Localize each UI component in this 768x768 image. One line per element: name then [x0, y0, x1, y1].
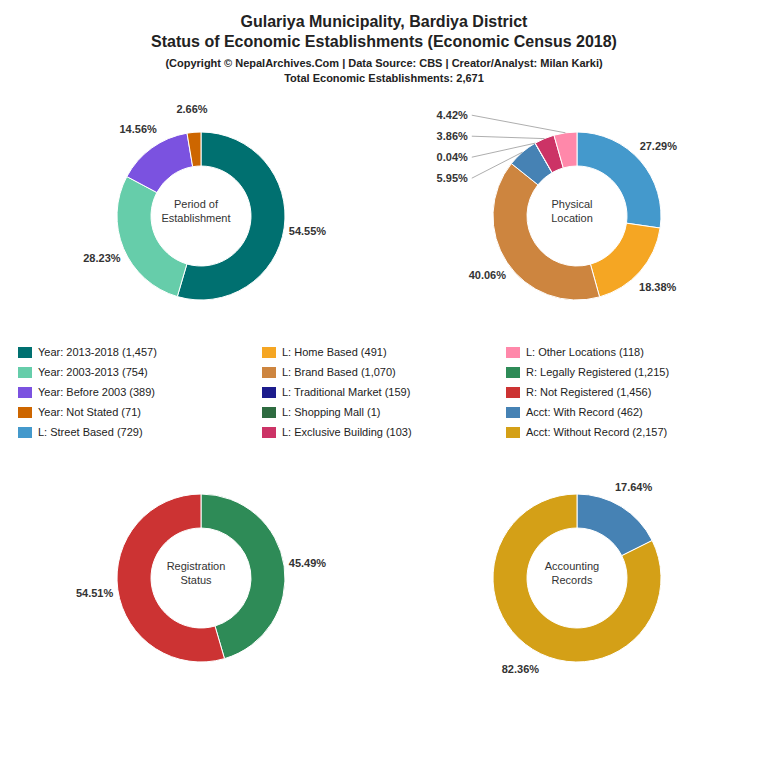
svg-text:54.55%: 54.55%	[289, 225, 327, 237]
html-text:L: Street Based (729): L: Street Based (729)	[38, 426, 143, 438]
svg-text:2.66%: 2.66%	[176, 103, 207, 115]
svg-text:3.86%: 3.86%	[437, 130, 468, 142]
svg-text:40.06%: 40.06%	[469, 269, 507, 281]
html-text:R: Not Registered (1,456): R: Not Registered (1,456)	[526, 386, 652, 398]
html-text:Acct: With Record (462): Acct: With Record (462)	[526, 406, 643, 418]
html-text:L: Other Locations (118): L: Other Locations (118)	[526, 346, 644, 358]
html-text:Registration Status: Registration Status	[166, 560, 226, 586]
svg-text:18.38%: 18.38%	[639, 281, 677, 293]
svg-text:45.49%: 45.49%	[289, 557, 327, 569]
html-text:Year: 2013-2018 (1,457): Year: 2013-2018 (1,457)	[38, 346, 157, 358]
html-text:L: Shopping Mall (1): L: Shopping Mall (1)	[282, 406, 381, 418]
html-text:Year: Before 2003 (389): Year: Before 2003 (389)	[38, 386, 155, 398]
html-text:Physical Location: Physical Location	[551, 198, 593, 224]
html-text:Year: 2003-2013 (754): Year: 2003-2013 (754)	[38, 366, 148, 378]
html-text:Gulariya Municipality, Bardiya: Gulariya Municipality, Bardiya District	[240, 13, 528, 30]
svg-text:82.36%: 82.36%	[502, 663, 540, 675]
html-text:Period of Establishment: Period of Establishment	[161, 198, 231, 224]
html-text:(Copyright © NepalArchives.Com: (Copyright © NepalArchives.Com | Data So…	[165, 57, 603, 69]
html-text:Year: Not Stated (71): Year: Not Stated (71)	[38, 406, 141, 418]
html-text:R: Legally Registered (1,215): R: Legally Registered (1,215)	[526, 366, 670, 378]
svg-text:0.04%: 0.04%	[437, 151, 468, 163]
html-text:Acct: Without Record (2,157): Acct: Without Record (2,157)	[526, 426, 668, 438]
html-text:L: Brand Based (1,070): L: Brand Based (1,070)	[282, 366, 396, 378]
html-text:L: Traditional Market (159): L: Traditional Market (159)	[282, 386, 411, 398]
html-text:Total Economic Establishments:: Total Economic Establishments: 2,671	[284, 72, 484, 84]
svg-text:14.56%: 14.56%	[119, 123, 157, 135]
html-text:Status of Economic Establishme: Status of Economic Establishments (Econo…	[151, 33, 617, 50]
svg-text:4.42%: 4.42%	[437, 109, 468, 121]
svg-text:17.64%: 17.64%	[615, 481, 653, 493]
svg-text:5.95%: 5.95%	[437, 172, 468, 184]
html-text:L: Home Based (491): L: Home Based (491)	[282, 346, 387, 358]
svg-text:54.51%: 54.51%	[76, 587, 114, 599]
html-text:L: Exclusive Building (103): L: Exclusive Building (103)	[282, 426, 412, 438]
html-text:Accounting Records: Accounting Records	[544, 560, 600, 586]
svg-text:28.23%: 28.23%	[83, 252, 121, 264]
svg-text:27.29%: 27.29%	[640, 140, 678, 152]
